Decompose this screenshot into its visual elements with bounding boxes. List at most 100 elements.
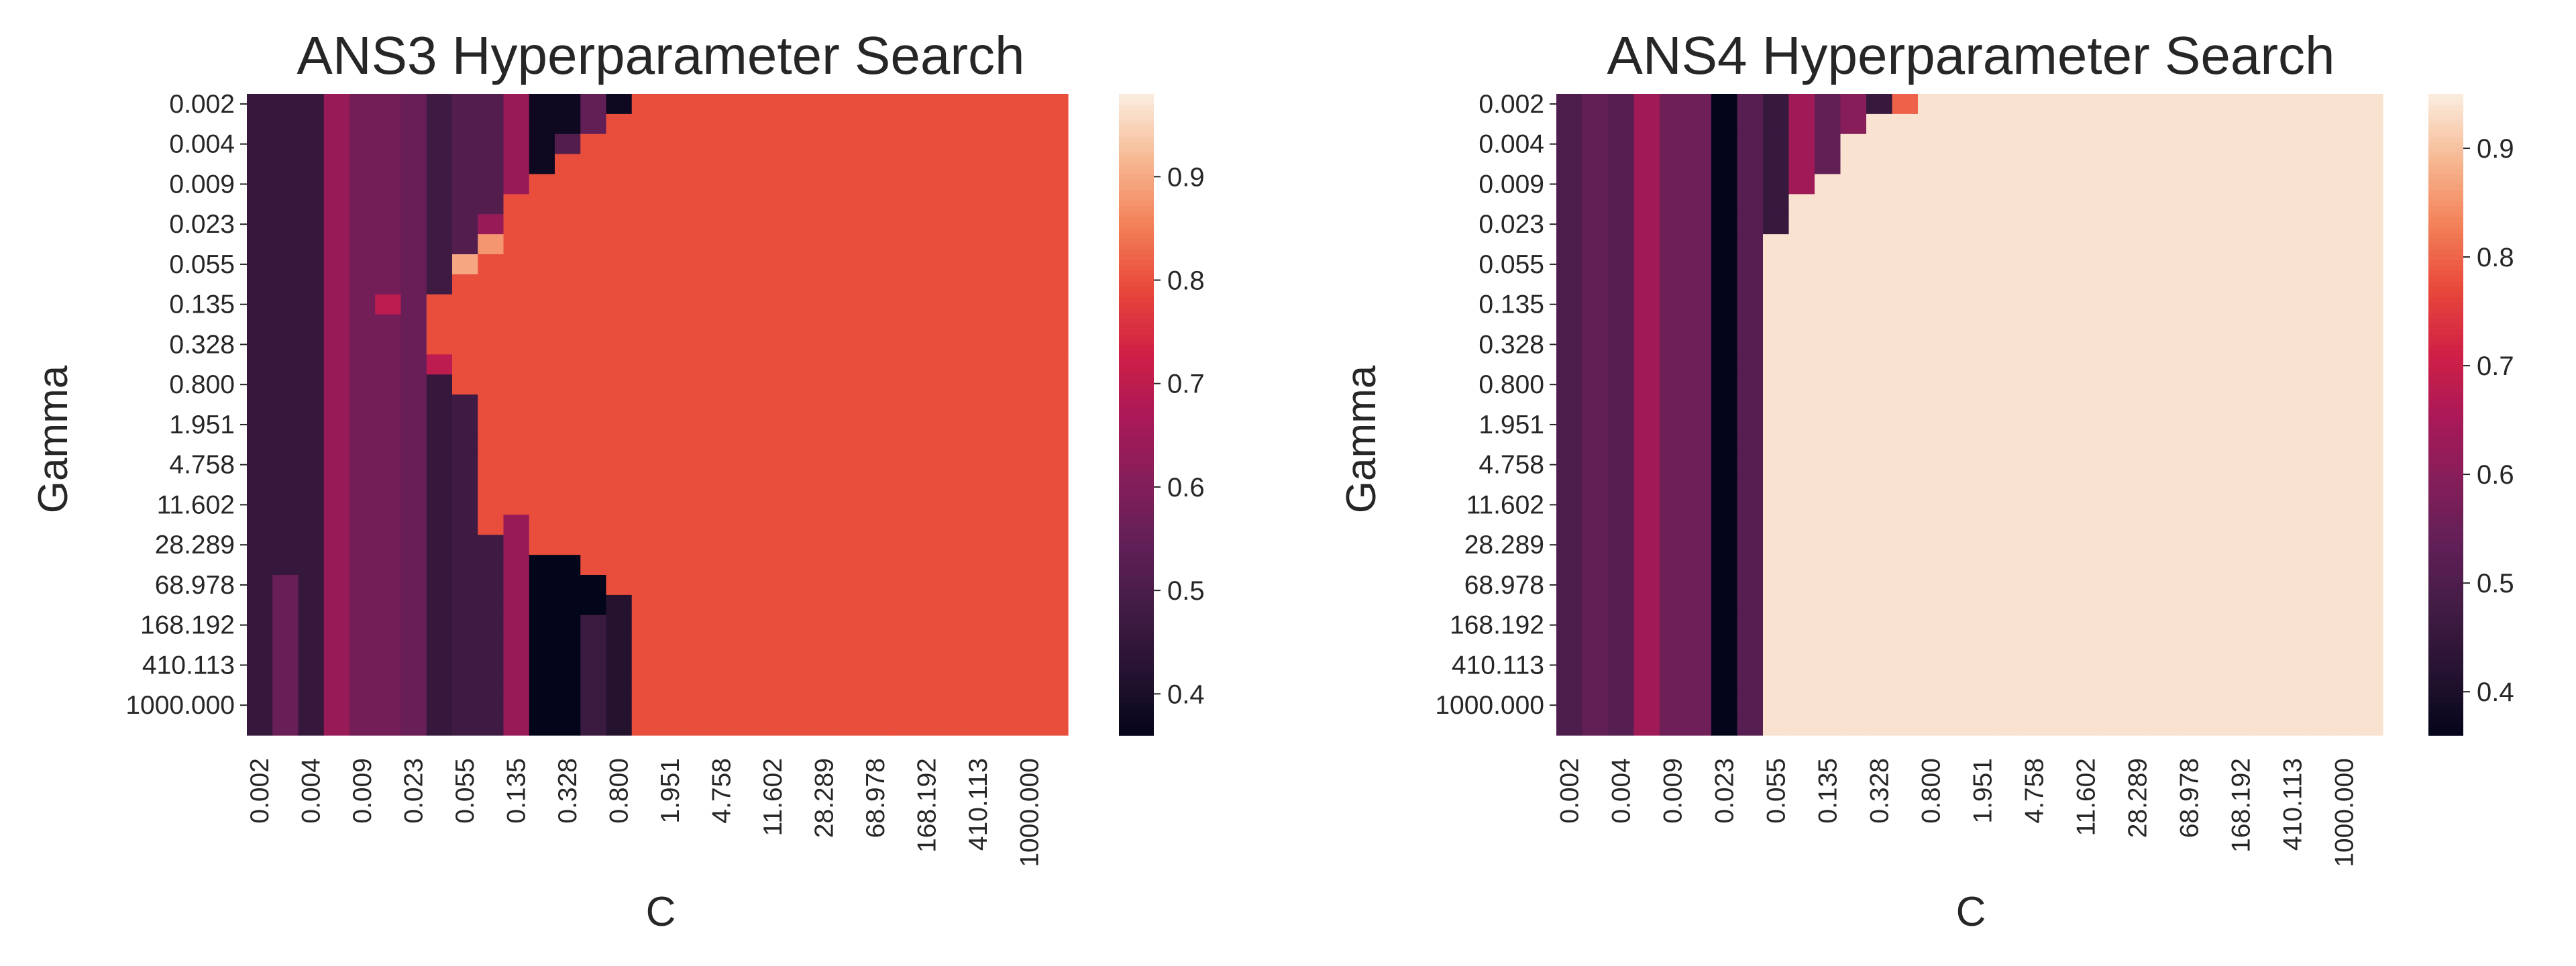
y-tick-label: 168.192	[140, 611, 235, 640]
heatmap-cell	[939, 374, 966, 395]
heatmap-cell	[1943, 174, 1970, 195]
heatmap-cell	[375, 194, 402, 215]
heatmap-cell	[734, 515, 761, 535]
heatmap-cell	[2305, 454, 2332, 476]
heatmap-cell	[2176, 394, 2203, 415]
heatmap-cell	[734, 234, 761, 255]
colorbar-segment	[1119, 115, 1154, 121]
heatmap-cell	[2305, 234, 2332, 255]
heatmap-cell	[863, 434, 889, 455]
heatmap-cell	[1866, 394, 1893, 415]
heatmap-cell	[2073, 133, 2100, 155]
heatmap-cell	[914, 494, 941, 515]
heatmap-cell	[452, 154, 478, 175]
heatmap-cell	[2047, 334, 2074, 355]
colorbar-segment	[2428, 398, 2463, 405]
heatmap-cell	[1608, 94, 1635, 115]
heatmap-cell	[580, 394, 607, 415]
heatmap-cell	[2098, 294, 2125, 315]
heatmap-cell	[657, 113, 684, 135]
heatmap-cell	[1016, 254, 1043, 275]
heatmap-cell	[606, 334, 633, 355]
heatmap-cell	[1788, 354, 1815, 375]
heatmap-cell	[1788, 695, 1815, 716]
heatmap-cell	[1892, 535, 1919, 555]
heatmap-cell	[2047, 254, 2074, 275]
heatmap-cell	[1788, 555, 1815, 576]
heatmap-cell	[2073, 234, 2100, 255]
heatmap-cell	[1660, 214, 1686, 235]
heatmap-cell	[247, 655, 273, 676]
heatmap-cell	[914, 715, 941, 736]
heatmap-cell	[2279, 194, 2306, 215]
heatmap-cell	[863, 334, 889, 355]
heatmap-cell	[2202, 555, 2229, 576]
heatmap-cell	[2202, 294, 2229, 315]
heatmap-cell	[2021, 515, 2048, 535]
heatmap-cell	[1995, 314, 2022, 335]
heatmap-cell	[683, 254, 710, 275]
heatmap-cell	[2021, 454, 2048, 476]
heatmap-cell	[375, 655, 402, 676]
heatmap-cell	[811, 113, 838, 135]
heatmap-cell	[1737, 614, 1764, 636]
heatmap-cell	[1943, 715, 1970, 736]
colorbar-segment	[2428, 131, 2463, 138]
heatmap-cell	[1608, 174, 1635, 195]
heatmap-cell	[272, 415, 299, 435]
heatmap-cell	[2125, 655, 2151, 676]
heatmap-cell	[1918, 374, 1945, 395]
heatmap-cell	[1711, 94, 1738, 115]
heatmap-cell	[2253, 334, 2280, 355]
heatmap-cell	[2279, 635, 2306, 656]
heatmap-cell	[811, 594, 838, 616]
heatmap-cell	[657, 535, 684, 555]
heatmap-cell	[2073, 294, 2100, 315]
heatmap-cell	[2021, 214, 2048, 235]
heatmap-cell	[786, 675, 812, 696]
heatmap-cell	[555, 515, 581, 535]
heatmap-cell	[1582, 113, 1609, 135]
heatmap-cell	[760, 535, 786, 555]
heatmap-cell	[400, 635, 427, 656]
heatmap-cell	[400, 454, 427, 476]
heatmap-cell	[503, 614, 530, 636]
heatmap-cell	[1866, 515, 1893, 535]
heatmap-cell	[1582, 515, 1609, 535]
heatmap-cell	[760, 675, 786, 696]
heatmap-cell	[1608, 194, 1635, 215]
heatmap-cell	[350, 494, 376, 515]
heatmap-cell	[863, 214, 889, 235]
heatmap-cell	[1608, 474, 1635, 496]
heatmap-cell	[400, 374, 427, 395]
heatmap-cell	[760, 294, 786, 315]
heatmap-cell	[2357, 515, 2383, 535]
colorbar-segment	[2428, 136, 2463, 143]
heatmap-cell	[1660, 655, 1686, 676]
heatmap-cell	[1763, 394, 1790, 415]
heatmap-cell	[1970, 94, 1996, 115]
heatmap-cell	[2279, 655, 2306, 676]
y-tick-label: 11.602	[1466, 490, 1544, 519]
heatmap-cell	[1840, 113, 1867, 135]
heatmap-cell	[2331, 494, 2358, 515]
heatmap-cell	[272, 535, 299, 555]
colorbar-segment	[2428, 244, 2463, 250]
heatmap-cell	[965, 214, 991, 235]
heatmap-cell	[247, 494, 273, 515]
heatmap-cell	[2021, 94, 2048, 115]
heatmap-cell	[298, 94, 325, 115]
heatmap-cell	[350, 214, 376, 235]
heatmap-cell	[1582, 234, 1609, 255]
heatmap-cell	[606, 274, 633, 295]
heatmap-cell	[555, 174, 581, 195]
heatmap-cell	[426, 354, 453, 375]
heatmap-cell	[939, 434, 966, 455]
heatmap-cell	[606, 194, 633, 215]
heatmap-cell	[1815, 234, 1841, 255]
heatmap-cell	[2150, 515, 2177, 535]
heatmap-cell	[1608, 614, 1635, 636]
colorbar-segment	[2428, 714, 2463, 720]
heatmap-cell	[2176, 575, 2203, 596]
heatmap-cell	[1840, 154, 1867, 175]
